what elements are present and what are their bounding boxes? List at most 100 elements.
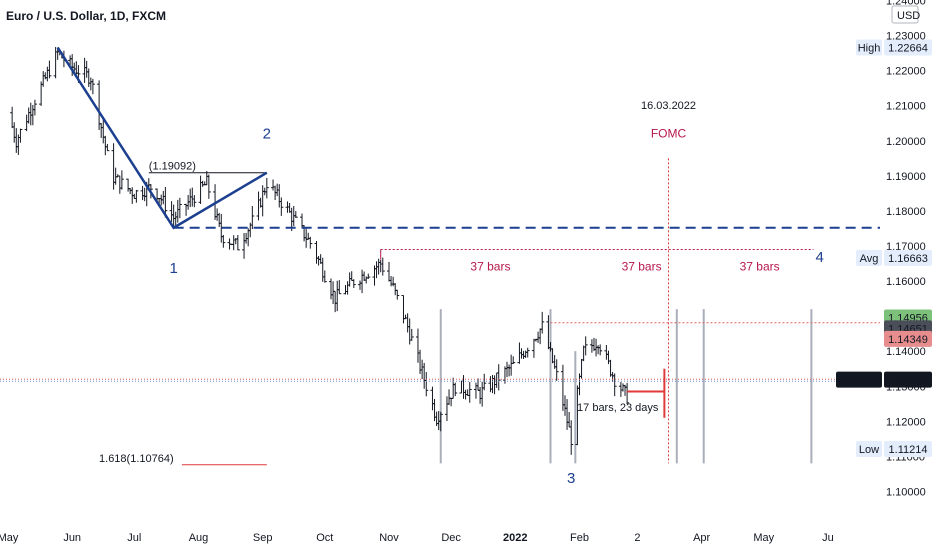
ohlc-bar [608,359,613,377]
ohlc-bar [554,359,559,381]
price-label-low: Low 1.11214 [856,441,932,458]
ohlc-bar [105,144,110,152]
price-value-text: 1.22664 [888,43,928,55]
bars-count-label: 37 bars [622,260,662,274]
ohlc-bar [562,395,567,416]
ohlc-bar [438,411,443,432]
ohlc-bar [380,257,385,276]
ohlc-bar [345,281,350,295]
ohlc-bar [26,107,31,124]
ohlc-bar [536,331,541,343]
ohlc-bar [88,77,93,91]
ohlc-bar [358,280,362,290]
ohlc-bar [478,386,483,404]
ohlc-bar [322,270,327,283]
candles [10,46,630,455]
wave-label-1: 1 [169,260,177,277]
price-value-box [884,330,932,347]
ohlc-bar [347,272,352,287]
ohlc-bar [444,396,449,421]
ohlc-bar [260,185,265,217]
ohlc-bar [161,190,166,205]
ohlc-bar [623,384,628,396]
bars-count-label: 37 bars [740,260,780,274]
ohlc-bar [620,383,625,392]
ohlc-bar [507,364,512,377]
y-tick-label: 1.14000 [886,346,926,358]
x-tick-label: Jul [127,532,141,544]
ohlc-bar [169,201,174,222]
ohlc-bar [316,255,321,266]
ohlc-bar [333,290,338,313]
ohlc-bar [99,122,104,139]
ohlc-bar [430,386,435,411]
x-tick-label: Apr [693,532,710,544]
ohlc-bar [279,197,284,216]
ohlc-bar [362,271,367,281]
ohlc-bar [250,206,255,230]
ohlc-bar [389,276,394,287]
ohlc-bar [351,279,356,289]
price-tag-box [836,371,882,388]
x-axis: May Jun Jul Aug Sep Oct Nov Dec 2022 Feb 2 Apr May Ju [0,532,834,544]
ohlc-bar [200,180,205,187]
y-tick-label: 1.21000 [886,101,926,113]
ohlc-bar [82,57,87,83]
ohlc-bar [18,128,23,143]
ohlc-bar [618,381,623,397]
ohlc-bar [610,372,615,383]
ohlc-bar [567,411,572,428]
ohlc-bar [103,135,108,156]
x-tick-label: 2022 [503,532,527,544]
ohlc-bar [84,60,89,78]
ohlc-bar [235,234,240,251]
y-tick-label: 1.22000 [886,66,926,78]
x-tick-label: Jun [63,532,81,544]
ohlc-bar [217,212,222,227]
ohlc-bar [625,382,630,405]
ohlc-bar [293,211,298,219]
ohlc-bar [488,376,493,393]
price-tag-box [856,39,882,56]
ohlc-bar [459,380,464,394]
price-tag-text: Avg [860,253,879,265]
price-label-last: EURUSD 1.13189 [836,371,932,388]
ohlc-bar [465,389,470,396]
ohlc-bar [140,185,145,201]
ohlc-bar [366,273,371,280]
ohlc-bar [583,336,588,356]
y-tick-label: 1.12000 [886,416,926,428]
fomc-date-label: 16.03.2022 [641,100,696,112]
x-tick-label: Sep [253,532,273,544]
ohlc-bar [391,276,396,287]
ohlc-bar [496,364,501,391]
ohlc-bar [449,397,454,407]
ohlc-bar [490,374,495,394]
ohlc-bar [30,104,35,126]
ohlc-bar [509,354,514,376]
ohlc-bar [476,378,481,391]
chart-title: Euro / U.S. Dollar, 1D, FXCM [6,9,166,23]
ohlc-bar [329,278,334,300]
ohlc-bar [335,280,340,312]
x-tick-label: Ju [822,532,834,544]
x-tick-label: Nov [379,532,399,544]
ohlc-bar [177,197,182,219]
ohlc-bar [28,102,33,126]
ohlc-bar [47,60,52,79]
ohlc-bar [314,240,319,264]
ohlc-bar [579,358,584,379]
currency-badge [891,5,919,24]
ohlc-bar [320,257,325,282]
ohlc-bar [32,99,37,116]
price-value-box [884,39,932,56]
price-value-box [884,371,932,388]
ohlc-bar [90,78,95,95]
ohlc-bar [256,191,261,221]
bars-count-label: 37 bars [470,260,510,274]
ohlc-bar [308,236,313,249]
ohlc-bar [453,382,458,397]
ohlc-bar [277,184,282,208]
